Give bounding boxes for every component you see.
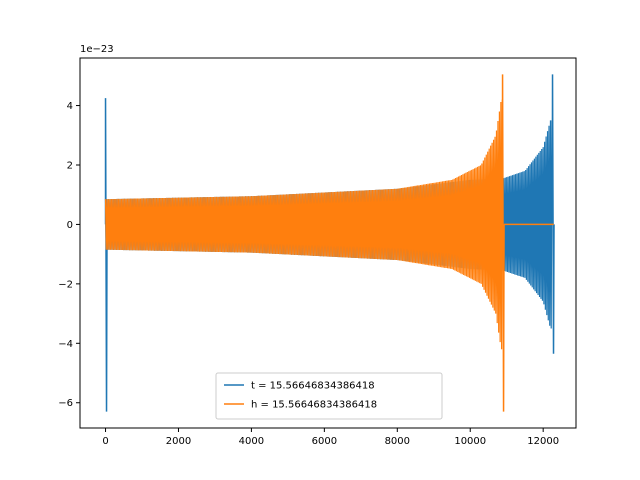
x-tick-label: 10000 <box>454 436 486 447</box>
series-h <box>104 74 554 412</box>
x-tick-label: 0 <box>102 436 108 447</box>
x-tick-label: 8000 <box>385 436 410 447</box>
series-end-spike <box>551 74 555 354</box>
legend-box <box>215 372 443 420</box>
series-initial-spike <box>104 98 108 412</box>
y-tick-label: 4 <box>67 101 73 112</box>
y-tick-label: 0 <box>67 220 73 231</box>
series-waveform <box>104 99 503 350</box>
y-tick-label: −4 <box>58 339 73 350</box>
plot-frame <box>79 57 577 429</box>
x-tick-label: 4000 <box>239 436 264 447</box>
x-tick-label: 6000 <box>312 436 337 447</box>
y-tick-label: 2 <box>67 160 73 171</box>
y-tick-label: −6 <box>58 398 73 409</box>
series-end-spike <box>501 74 505 412</box>
x-tick-label: 12000 <box>527 436 559 447</box>
x-tick-label: 2000 <box>166 436 191 447</box>
y-offset-label: 1e−23 <box>80 44 114 55</box>
series-layer <box>104 74 555 412</box>
y-axis: −6 −4 −2 0 2 4 <box>58 101 80 409</box>
legend: t = 15.56646834386418 h = 15.566468343864… <box>215 372 443 420</box>
legend-entry-label: h = 15.56646834386418 <box>251 400 377 411</box>
legend-entry-label: t = 15.56646834386418 <box>251 381 375 392</box>
x-axis: 0 2000 4000 6000 8000 10000 12000 <box>102 428 559 447</box>
y-tick-label: −2 <box>58 279 73 290</box>
